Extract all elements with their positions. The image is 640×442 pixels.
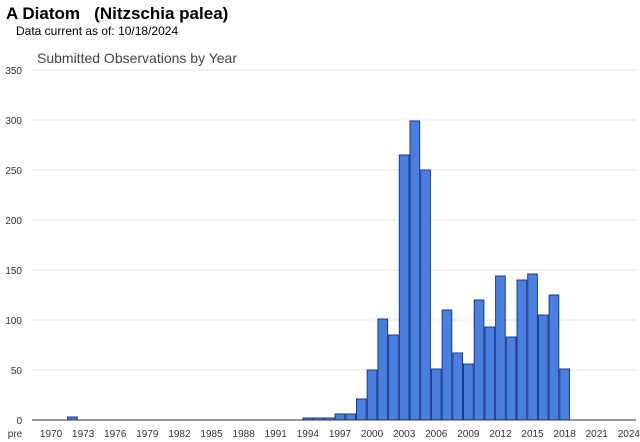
bar-2005 (420, 169, 431, 421)
x-tick-label: 1970 (40, 429, 63, 440)
page-header: A Diatom (Nitzschia palea) Data current … (6, 4, 228, 38)
gridlines (32, 69, 636, 371)
bar-2007 (441, 309, 453, 421)
bar-1999 (356, 398, 367, 421)
bar-2002 (388, 334, 399, 421)
x-tick-label: pre (8, 429, 23, 440)
x-tick-label: 2012 (489, 429, 512, 440)
x-tick-label: 2021 (586, 429, 609, 440)
data-current-label: Data current as of: (16, 24, 115, 38)
bar-2004 (409, 120, 421, 421)
bar-2011 (484, 326, 496, 421)
bar-2018 (559, 368, 570, 421)
y-tick-label: 300 (5, 116, 22, 127)
x-tick-label: 1985 (200, 429, 223, 440)
x-tick-label: 1979 (136, 429, 159, 440)
x-tick-label: 2006 (425, 429, 448, 440)
data-current-line: Data current as of: 10/18/2024 (16, 24, 228, 38)
x-tick-label: 1988 (233, 429, 256, 440)
x-tick-label: 1994 (297, 429, 320, 440)
x-tick-label: 2024 (618, 429, 640, 440)
bar-1997 (334, 413, 346, 421)
x-tick-label: 2009 (457, 429, 480, 440)
x-tick-label: 2003 (393, 429, 416, 440)
bar-2014 (516, 279, 528, 421)
x-tick-label: 1997 (329, 429, 352, 440)
bar-2000 (366, 369, 378, 421)
bar-2010 (473, 299, 485, 421)
y-tick-label: 150 (5, 266, 22, 277)
y-tick-label: 350 (5, 66, 22, 77)
bar-2009 (463, 363, 474, 421)
x-tick-label: 2015 (521, 429, 544, 440)
y-tick-label: 200 (5, 216, 22, 227)
bar-2013 (505, 336, 517, 421)
chart-title: Submitted Observations by Year (37, 50, 237, 66)
bar-2006 (430, 368, 442, 421)
y-tick-label: 250 (5, 166, 22, 177)
x-tick-label: 1973 (72, 429, 95, 440)
x-tick-label: 1982 (168, 429, 191, 440)
bars (67, 120, 570, 421)
data-current-date: 10/18/2024 (118, 24, 179, 38)
y-tick-label: 100 (5, 316, 22, 327)
y-tick-label: 50 (11, 366, 23, 377)
x-tick-label: 1991 (265, 429, 288, 440)
axes: 0 50 100 150 200 250 300 350 pre 1970 1973 1976 1979… (5, 66, 640, 440)
x-tick-label: 1976 (104, 429, 127, 440)
bar-2016 (537, 314, 549, 421)
x-tick-label: 2000 (361, 429, 384, 440)
bar-2001 (377, 318, 389, 421)
bar-2015 (527, 273, 538, 421)
bar-2017 (548, 294, 560, 421)
species-title: A Diatom (Nitzschia palea) (6, 4, 229, 23)
bar-1998 (345, 413, 356, 421)
bar-2003 (398, 154, 410, 421)
bar-2008 (452, 352, 463, 421)
x-tick-label: 2018 (554, 429, 577, 440)
y-tick-label: 0 (16, 416, 22, 427)
bar-2012 (495, 275, 506, 421)
